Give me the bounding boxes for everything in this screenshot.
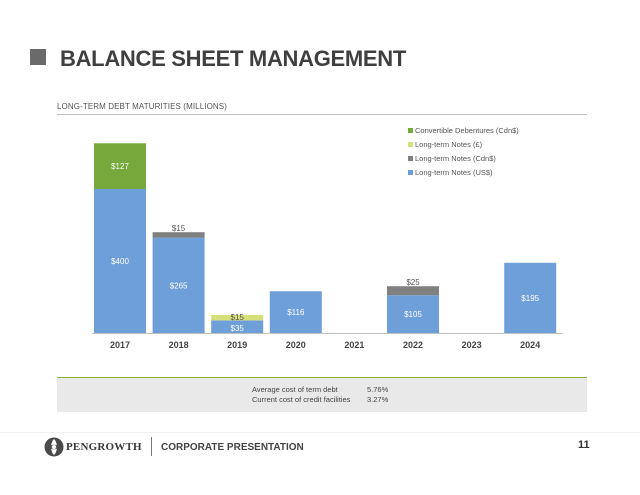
footer-separator <box>151 437 152 456</box>
data-label-2019-series-0: $35 <box>231 324 245 333</box>
bar-2017-series-0 <box>94 189 146 333</box>
data-label-2019-series-2: $15 <box>231 313 245 322</box>
x-tick-label-2018: 2018 <box>169 340 189 350</box>
cost-summary-panel: Average cost of term debt 5.76% Current c… <box>57 377 587 412</box>
bar-2017-series-3 <box>94 143 146 189</box>
x-tick-label-2024: 2024 <box>520 340 540 350</box>
x-tick-label-2021: 2021 <box>344 340 364 350</box>
x-tick-label-2020: 2020 <box>286 340 306 350</box>
data-label-2022-series-0: $105 <box>404 310 422 319</box>
credit-cost-row: Current cost of credit facilities 3.27% <box>252 395 388 404</box>
data-label-2018-series-0: $265 <box>170 281 188 290</box>
data-label-2017-series-3: $127 <box>111 162 129 171</box>
x-tick-label-2017: 2017 <box>110 340 130 350</box>
legend-label-3: Convertible Debentures (Cdn$) <box>415 126 519 135</box>
x-tick-label-2023: 2023 <box>462 340 482 350</box>
title-marker <box>30 49 46 65</box>
legend-label-1: Long-term Notes (Cdn$) <box>415 154 496 163</box>
pengrowth-logo-icon <box>44 437 64 457</box>
legend-label-0: Long-term Notes (US$) <box>415 168 493 177</box>
avg-cost-value: 5.76% <box>367 385 389 394</box>
bar-2024-series-0 <box>504 262 557 333</box>
chart-title: LONG-TERM DEBT MATURITIES (MILLIONS) <box>57 102 227 111</box>
logo-text: PENGROWTH <box>66 441 142 453</box>
data-label-2020-series-0: $116 <box>287 308 305 317</box>
x-tick-label-2022: 2022 <box>403 340 423 350</box>
data-label-2024-series-0: $195 <box>521 294 539 303</box>
legend-swatch-0 <box>408 170 413 175</box>
footer-label: CORPORATE PRESENTATION <box>161 442 304 453</box>
data-label-2018-series-1: $15 <box>172 224 186 233</box>
bar-2022-series-0 <box>387 295 439 333</box>
avg-cost-label: Average cost of term debt <box>252 385 338 394</box>
data-label-2022-series-1: $25 <box>406 278 420 287</box>
legend-label-2: Long-term Notes (£) <box>415 140 483 149</box>
footer-divider <box>0 432 640 433</box>
credit-cost-label: Current cost of credit facilities <box>252 395 351 404</box>
bar-2020-series-0 <box>269 291 322 333</box>
x-tick-label-2019: 2019 <box>227 340 247 350</box>
legend-swatch-2 <box>408 142 413 147</box>
avg-cost-row: Average cost of term debt 5.76% <box>252 385 388 394</box>
title-divider <box>57 114 587 115</box>
legend-swatch-3 <box>408 128 413 133</box>
page-number: 11 <box>578 439 590 451</box>
bar-2022-series-1 <box>387 286 439 296</box>
bar-2018-series-1 <box>152 232 205 238</box>
debt-maturities-chart: $400 $127 2017 $265 $15 2018 $35 $15 2019 $116 202… <box>92 126 563 350</box>
credit-cost-value: 3.27% <box>367 395 389 404</box>
page-title: BALANCE SHEET MANAGEMENT <box>60 46 407 71</box>
data-label-2017-series-0: $400 <box>111 257 129 266</box>
legend-swatch-1 <box>408 156 413 161</box>
bar-2019-series-2 <box>211 315 264 321</box>
bar-2018-series-0 <box>152 237 205 333</box>
bar-2019-series-0 <box>211 320 264 333</box>
